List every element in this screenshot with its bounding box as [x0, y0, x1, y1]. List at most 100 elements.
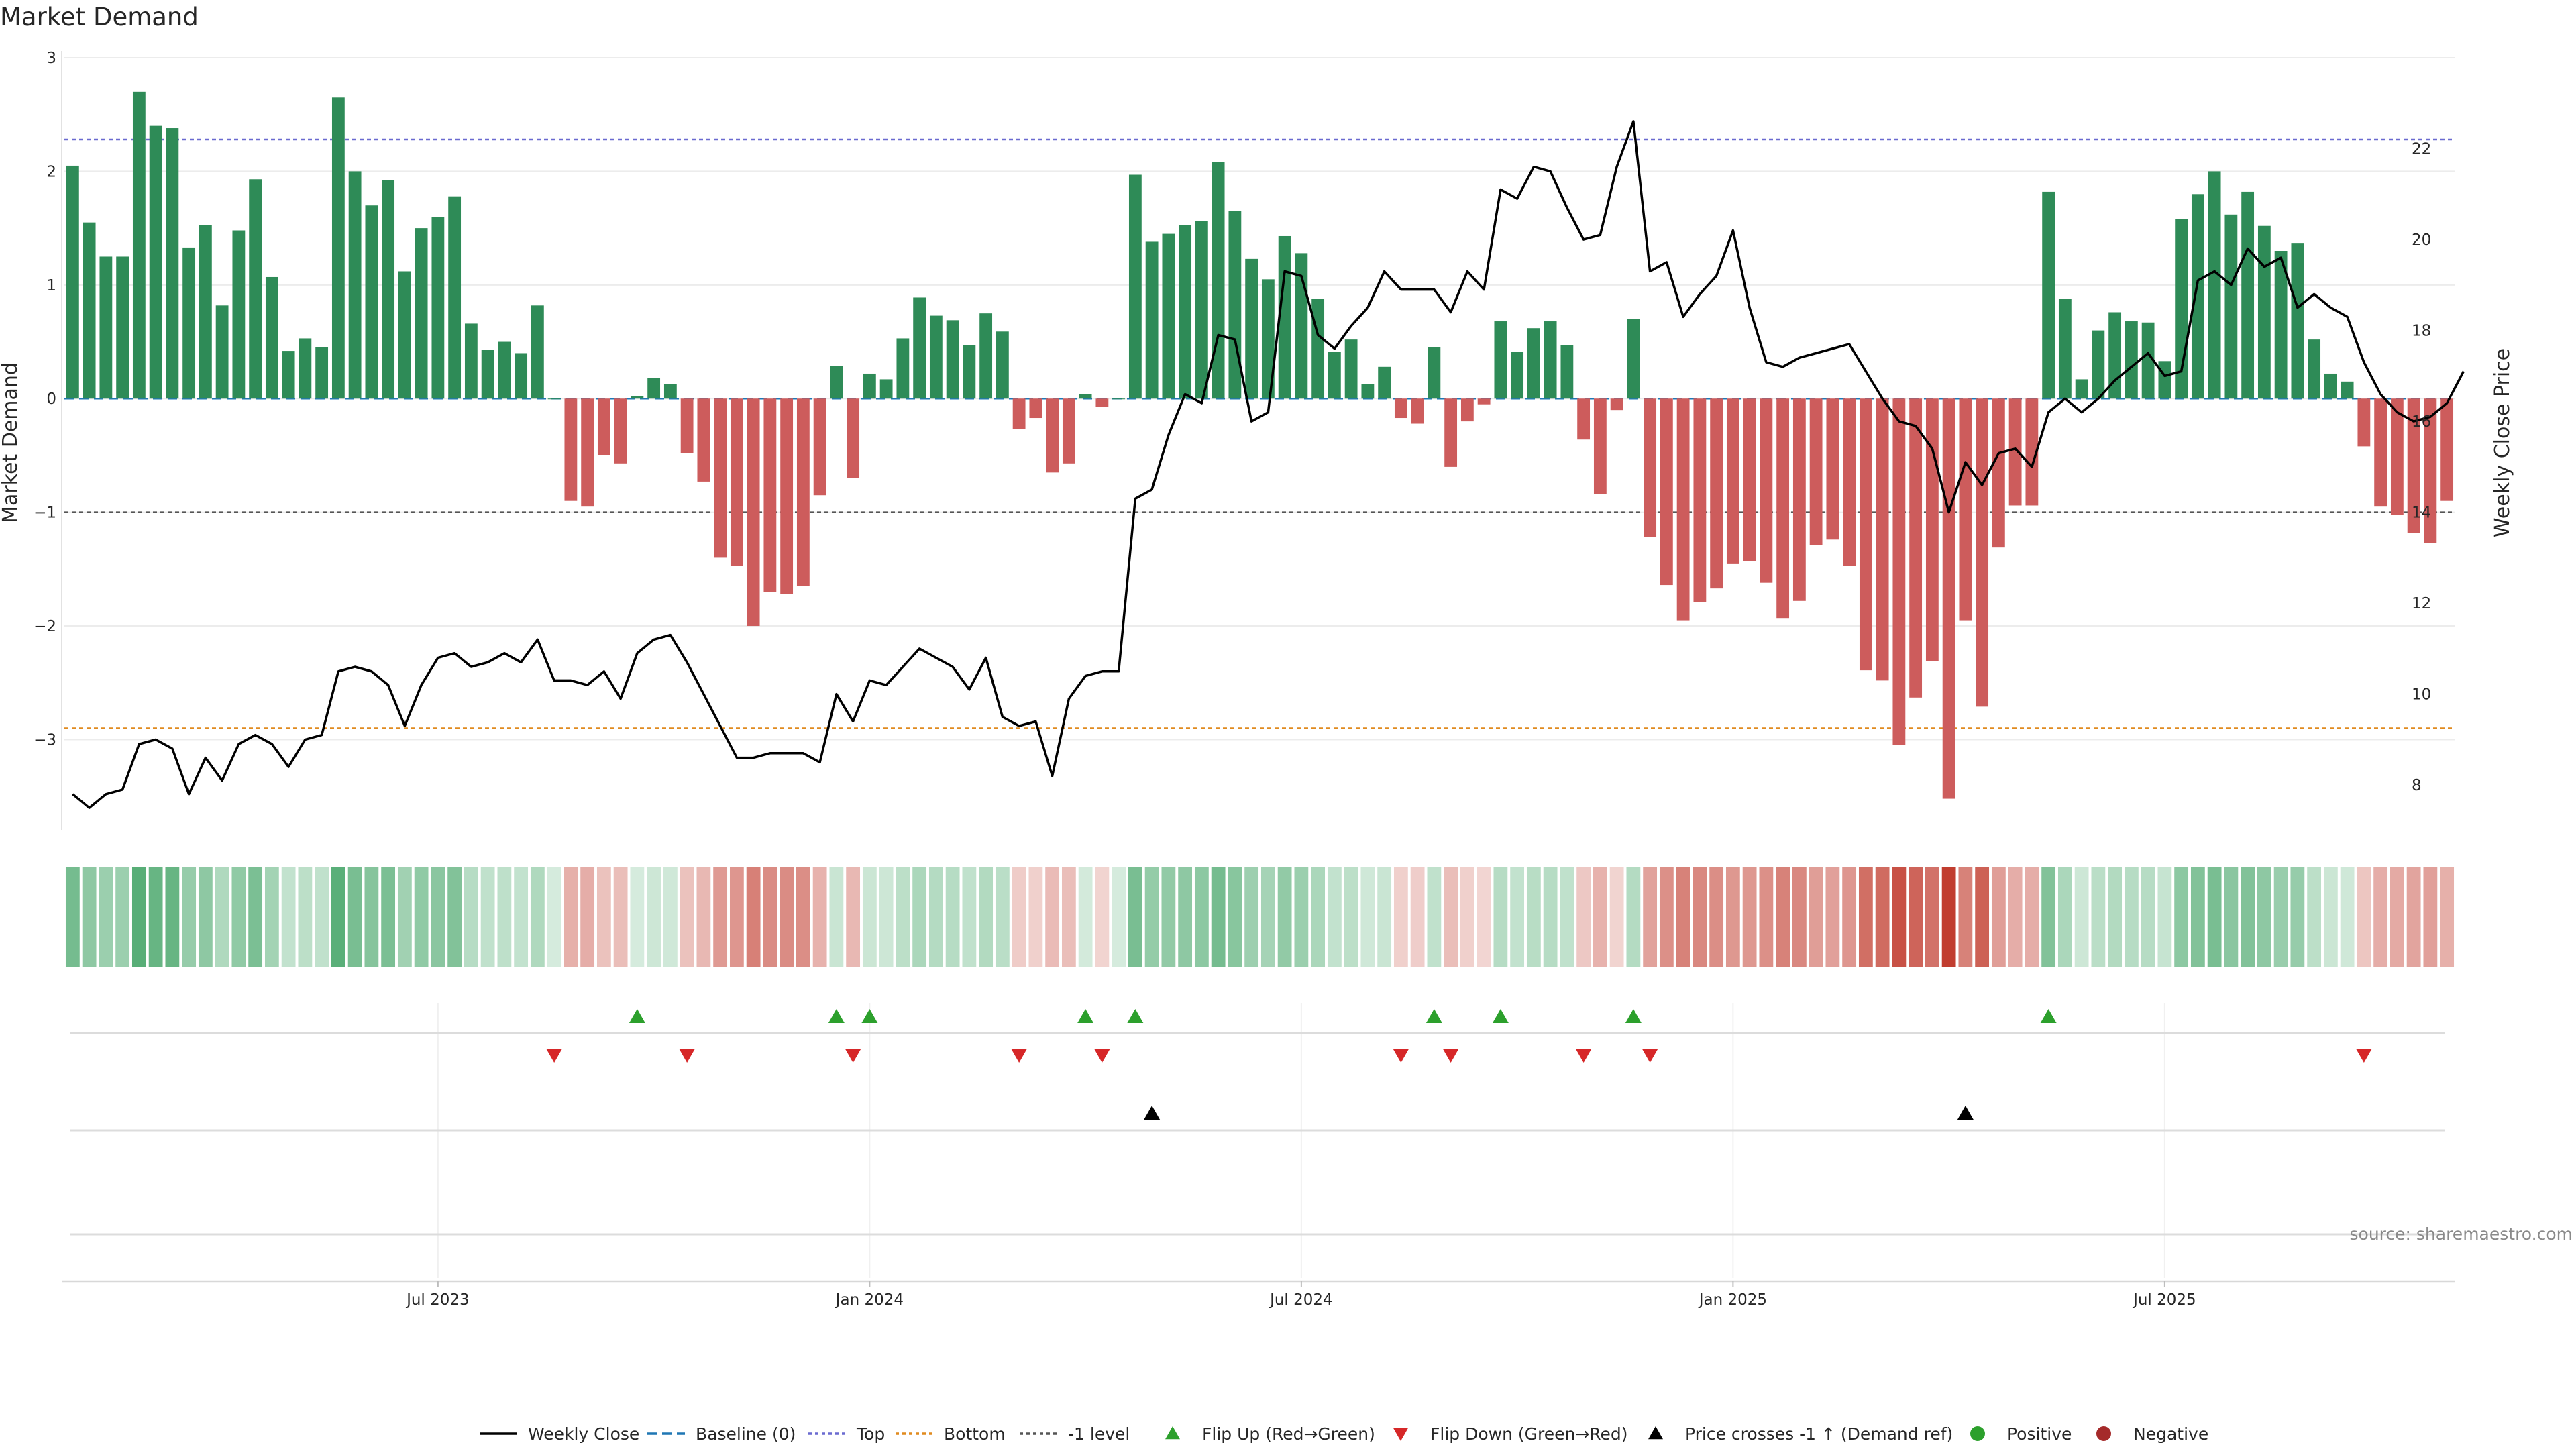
heat-cell [862, 867, 877, 967]
demand-bar [2308, 339, 2321, 399]
demand-bar [515, 353, 528, 399]
demand-bar [1261, 279, 1275, 399]
heat-cell [1693, 867, 1707, 967]
heat-cell [1294, 867, 1309, 967]
heat-cell [1759, 867, 1774, 967]
x-tick-label: Jul 2025 [2132, 1291, 2196, 1309]
demand-bar [1892, 398, 1906, 745]
heat-cell [2124, 867, 2139, 967]
demand-bar [1726, 398, 1739, 564]
flip-up-marker [1625, 1009, 1642, 1023]
legend-swatch [1970, 1426, 1985, 1441]
demand-bar [1826, 398, 1839, 540]
demand-bar [1378, 366, 1391, 399]
flip-down-marker [2355, 1049, 2372, 1063]
heat-cell [1526, 867, 1541, 967]
demand-bar [331, 97, 345, 399]
flip-down-marker [1393, 1049, 1409, 1063]
heat-cell [315, 867, 329, 967]
demand-bar [132, 91, 146, 399]
demand-bar [182, 247, 196, 399]
y-tick-label-left: −1 [34, 504, 56, 522]
demand-bar [2075, 379, 2088, 399]
demand-bar [2141, 322, 2155, 399]
heat-cell [1875, 867, 1890, 967]
demand-bar [1676, 398, 1690, 621]
demand-bar [2125, 321, 2138, 399]
demand-bar [431, 217, 445, 399]
heat-cell [131, 867, 146, 967]
heat-cell [1144, 867, 1159, 967]
demand-bar [1909, 398, 1923, 698]
heat-cell [1958, 867, 1973, 967]
demand-bar [99, 256, 113, 399]
demand-bar [1710, 398, 1723, 589]
demand-bar [498, 341, 511, 399]
heat-cell [2174, 867, 2189, 967]
demand-bar [2224, 214, 2238, 399]
heat-cell [1809, 867, 1823, 967]
demand-bar [382, 180, 395, 399]
demand-bar [116, 256, 129, 399]
heat-cell [1626, 867, 1641, 967]
heat-cell [2390, 867, 2404, 967]
demand-bar [2324, 373, 2337, 399]
x-tick-label: Jan 2024 [835, 1291, 904, 1309]
demand-bar [1328, 352, 1341, 399]
demand-bar [282, 351, 295, 399]
legend-label: Flip Up (Red→Green) [1202, 1424, 1375, 1444]
heat-cell [1477, 867, 1491, 967]
heat-cell [1161, 867, 1176, 967]
demand-bar [2191, 194, 2204, 399]
demand-bar [2440, 398, 2454, 501]
demand-bar [1494, 321, 1507, 399]
heat-cell [1028, 867, 1043, 967]
heat-cell [912, 867, 927, 967]
demand-bar [963, 345, 976, 399]
heat-cell [1427, 867, 1442, 967]
demand-bar [1743, 398, 1756, 561]
demand-bar [946, 320, 959, 399]
x-tick-label: Jan 2025 [1698, 1291, 1767, 1309]
demand-bar [299, 338, 312, 399]
heat-cell [2373, 867, 2388, 967]
heat-cell [1742, 867, 1757, 967]
heat-cell [2074, 867, 2089, 967]
demand-bar [1228, 211, 1242, 399]
demand-bar [896, 338, 910, 399]
heat-cell [1709, 867, 1724, 967]
demand-bar [2008, 398, 2022, 506]
demand-bar [1942, 398, 1955, 799]
heat-cell [962, 867, 977, 967]
flip-down-marker [546, 1049, 563, 1063]
demand-bar [996, 331, 1009, 399]
demand-bar [1179, 225, 1192, 399]
demand-bar [1311, 299, 1325, 399]
heat-cell [780, 867, 794, 967]
demand-bar [1992, 398, 2005, 548]
demand-bar [1079, 394, 1092, 399]
flip-up-marker [1077, 1009, 1094, 1023]
heat-cell [1377, 867, 1392, 967]
x-tick-label: Jul 2024 [1269, 1291, 1333, 1309]
demand-bar [1527, 328, 1540, 399]
heat-cell [2008, 867, 2023, 967]
heat-cell [729, 867, 744, 967]
legend-swatch [1165, 1426, 1180, 1440]
heat-cell [613, 867, 628, 967]
heat-cell [99, 867, 113, 967]
demand-bar [2241, 191, 2255, 399]
heat-cell [1593, 867, 1607, 967]
demand-bar [547, 398, 561, 400]
heat-cell [1991, 867, 2006, 967]
heat-cell [514, 867, 529, 967]
demand-bar [531, 305, 544, 399]
demand-bar [2092, 330, 2105, 399]
heat-cell [1858, 867, 1873, 967]
demand-bar [448, 196, 462, 399]
heat-cell [2190, 867, 2205, 967]
heat-cell [2141, 867, 2155, 967]
heat-cell [2057, 867, 2072, 967]
